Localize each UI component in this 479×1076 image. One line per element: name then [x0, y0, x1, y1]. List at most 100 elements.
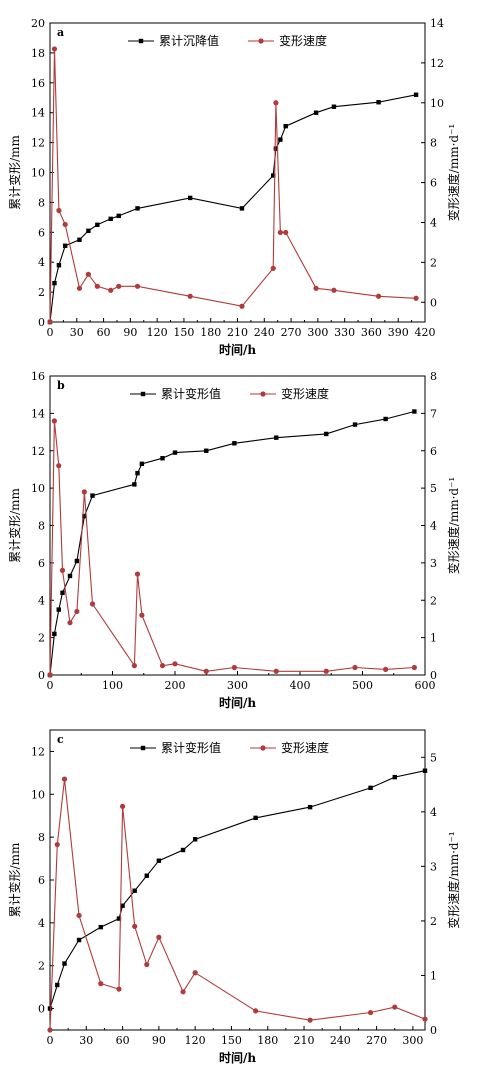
data-point	[239, 206, 245, 211]
series-line	[49, 420, 415, 676]
y-left-tick-label: 6	[38, 557, 45, 570]
series-rate	[47, 776, 428, 1033]
data-point	[180, 989, 186, 995]
y-left-tick-label: 12	[31, 137, 45, 150]
y-left-tick-label: 10	[31, 482, 45, 495]
x-tick-label: 360	[361, 326, 382, 339]
y-right-tick-label: 8	[430, 137, 437, 150]
x-tick-label: 270	[281, 326, 302, 339]
y-right-tick-label: 4	[430, 806, 437, 819]
y-right-tick-label: 3	[430, 557, 437, 570]
panel-label: a	[57, 26, 64, 39]
data-point	[253, 1008, 259, 1014]
data-point	[116, 213, 121, 219]
data-point	[120, 903, 125, 908]
data-point	[392, 1004, 398, 1010]
data-point	[47, 1027, 53, 1033]
y-left-tick-label: 4	[38, 594, 45, 607]
data-point	[156, 934, 162, 940]
y-left-tick-label: 18	[31, 47, 45, 60]
y-right-tick-label: 2	[430, 256, 437, 269]
data-point	[192, 837, 198, 842]
x-tick-label: 270	[366, 1034, 387, 1047]
data-point	[76, 285, 83, 291]
y-right-tick-label: 0	[430, 669, 437, 682]
x-tick-label: 180	[257, 1034, 278, 1047]
legend-label: 累计变形值	[161, 386, 221, 401]
data-point	[74, 608, 80, 615]
legend-label: 累计变形值	[161, 740, 221, 755]
data-point	[144, 873, 149, 878]
y-left-tick-label: 8	[38, 520, 45, 533]
y-right-axis-title: 变形速度/mm·d⁻¹	[446, 477, 461, 574]
y-right-axis-title: 变形速度/mm·d⁻¹	[446, 124, 461, 221]
data-point	[375, 293, 382, 299]
legend-swatch-marker	[260, 391, 266, 397]
y-right-tick-label: 7	[430, 407, 437, 420]
y-left-tick-label: 12	[31, 745, 45, 758]
data-point	[331, 287, 337, 293]
data-point	[51, 46, 58, 52]
x-tick-label: 90	[152, 1034, 166, 1047]
y-left-tick-label: 8	[38, 196, 45, 209]
data-point	[60, 590, 65, 595]
data-point	[144, 961, 150, 968]
x-tick-label: 300	[402, 1034, 423, 1047]
data-point	[54, 841, 60, 848]
legend-label: 变形速度	[281, 386, 329, 401]
y-right-tick-label: 2	[430, 915, 437, 928]
data-point	[56, 207, 62, 214]
y-left-tick-label: 16	[31, 370, 45, 383]
y-left-tick-label: 4	[38, 917, 45, 930]
series-cumulative	[47, 409, 417, 678]
x-tick-label: 60	[97, 326, 111, 339]
series-cumulative	[47, 92, 419, 325]
series-line	[49, 94, 417, 323]
data-point	[76, 937, 82, 943]
data-point	[94, 283, 100, 289]
y-left-tick-label: 0	[38, 669, 45, 682]
x-tick-label: 390	[388, 326, 409, 339]
data-point	[159, 663, 166, 669]
y-right-tick-label: 8	[430, 370, 437, 383]
data-point	[47, 319, 53, 325]
data-point	[119, 803, 126, 809]
data-point	[98, 981, 104, 987]
data-point	[134, 283, 141, 289]
data-point	[51, 418, 57, 424]
x-tick-label: 180	[200, 326, 221, 339]
chart-panel-c: 0 30 60 90 120 150 180 210 240 270 300024681012012…	[7, 729, 461, 1065]
y-right-axis-title: 变形速度/mm·d⁻¹	[446, 831, 461, 928]
y-right-tick-label: 14	[430, 17, 444, 30]
data-point	[307, 1017, 313, 1023]
data-point	[323, 668, 329, 674]
data-point	[52, 631, 57, 637]
data-point	[108, 216, 113, 222]
data-point	[231, 664, 237, 671]
series-line	[49, 48, 417, 323]
data-point	[132, 888, 137, 893]
x-tick-label: 500	[352, 679, 373, 692]
y-right-tick-label: 10	[430, 97, 444, 110]
legend-swatch-marker	[258, 38, 264, 44]
x-tick-label: 60	[116, 1034, 130, 1047]
y-left-tick-label: 2	[38, 632, 45, 645]
y-left-tick-label: 6	[38, 874, 45, 887]
chart-panel-a: 0 30 60 90 120 150 180 210 240 270 300 330 360 390 420…	[7, 17, 461, 357]
legend-swatch-marker	[260, 745, 266, 751]
legend-label: 累计沉降值	[159, 33, 219, 48]
y-left-tick-label: 0	[38, 1003, 45, 1016]
data-point	[187, 195, 193, 201]
data-point	[98, 924, 104, 930]
data-point	[331, 104, 337, 109]
data-point	[411, 664, 417, 671]
legend: 累计沉降值 变形速度	[128, 33, 327, 48]
data-point	[55, 982, 60, 988]
data-point	[131, 663, 137, 669]
data-point	[82, 513, 87, 519]
data-point	[47, 672, 53, 678]
y-right-tick-label: 6	[430, 445, 437, 458]
data-point	[273, 100, 279, 106]
data-point	[59, 567, 66, 573]
data-point	[139, 612, 145, 618]
